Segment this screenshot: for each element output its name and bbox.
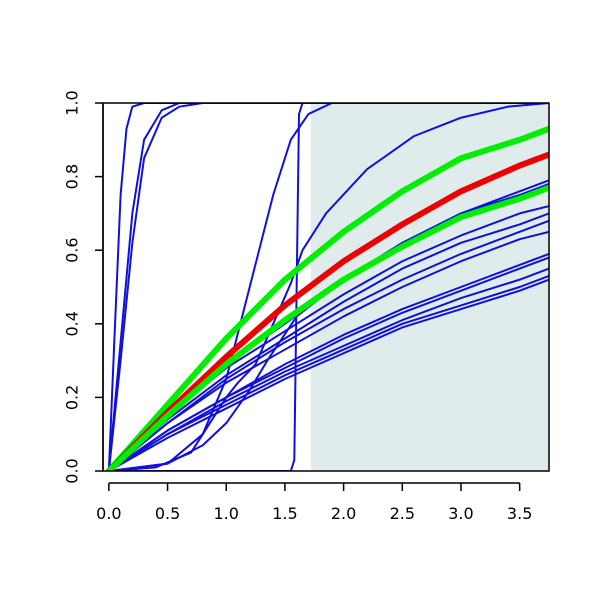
series-line-10 — [107, 219, 549, 471]
series-line-1 — [107, 103, 549, 471]
x-tick-label: 3.0 — [448, 504, 473, 523]
series-line-18 — [105, 151, 549, 471]
plot-area — [102, 102, 550, 472]
x-tick-label: 0.0 — [96, 504, 121, 523]
series-line-19 — [105, 184, 549, 471]
y-tick-label: 0.6 — [63, 237, 82, 262]
shaded-region — [310, 103, 549, 471]
x-tick-label: 1.0 — [214, 504, 239, 523]
series-line-17 — [105, 125, 549, 471]
x-tick-label: 1.5 — [272, 504, 297, 523]
series-line-11 — [107, 230, 549, 471]
x-tick-label: 3.5 — [507, 504, 532, 523]
series-line-0 — [107, 103, 549, 471]
series-line-14 — [107, 267, 549, 471]
series-line-3 — [107, 103, 549, 471]
y-tick-label: 1.0 — [63, 90, 82, 115]
series-line-16 — [107, 278, 549, 471]
series-line-4 — [107, 103, 549, 471]
y-axis: 0.0 0.2 0.4 0.6 0.8 1.0 — [63, 90, 104, 484]
series-group — [105, 103, 549, 471]
x-tick-label: 0.5 — [155, 504, 180, 523]
y-tick-label: 0.2 — [63, 385, 82, 410]
y-tick-label: 0.0 — [63, 458, 82, 483]
y-tick-label: 0.8 — [63, 164, 82, 189]
y-tick-label: 0.4 — [63, 311, 82, 336]
x-tick-label: 2.0 — [331, 504, 356, 523]
x-axis: 0.0 0.5 1.0 1.5 2.0 2.5 3.0 3.5 — [96, 482, 532, 523]
series-line-5 — [107, 103, 549, 471]
x-tick-label: 2.5 — [390, 504, 415, 523]
series-line-15 — [107, 274, 549, 471]
series-line-9 — [107, 212, 549, 471]
series-line-13 — [107, 256, 549, 471]
